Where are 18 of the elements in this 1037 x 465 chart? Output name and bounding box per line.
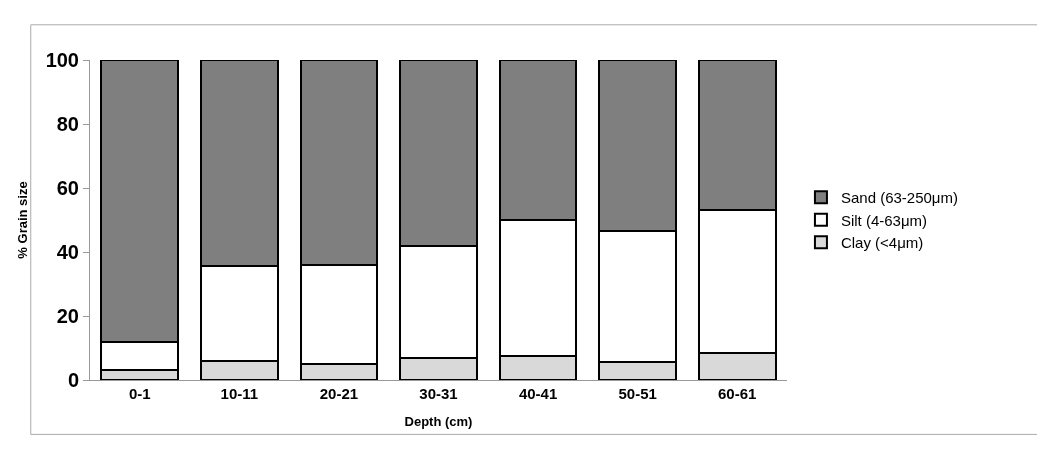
y-tick-label: 80 (56, 113, 79, 135)
legend-label: Silt (4-63μm) (840, 211, 928, 229)
x-tick-label: 20-21 (319, 385, 359, 402)
x-tick-label: 10-11 (220, 385, 259, 402)
legend-label: Sand (63-250μm) (840, 189, 958, 207)
x-tick-label: 60-61 (718, 385, 757, 402)
y-axis-title: % Grain size (14, 181, 30, 259)
y-tick-label: 100 (45, 49, 79, 71)
y-tick-label: 40 (56, 241, 79, 263)
y-tick-label: 20 (56, 305, 79, 327)
x-axis-title: Depth (cm) (404, 413, 473, 429)
y-tick-label: 0 (67, 369, 79, 391)
x-tick-label: 30-31 (419, 385, 458, 402)
legend-label: Clay (<4μm) (840, 234, 924, 252)
y-tick-label: 60 (56, 177, 79, 199)
x-tick-label: 0-1 (128, 385, 151, 402)
x-tick-label: 50-51 (618, 385, 657, 402)
x-tick-label: 40-41 (518, 385, 558, 402)
